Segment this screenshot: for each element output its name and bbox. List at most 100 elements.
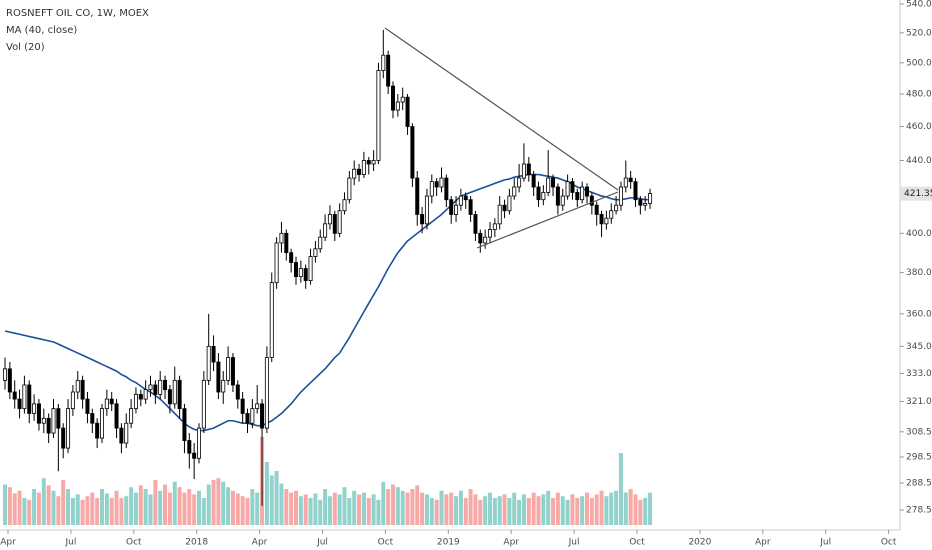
candle-body — [415, 177, 420, 215]
volume-bar — [633, 494, 638, 525]
candle-body — [347, 177, 352, 201]
ma-pane — [4, 173, 651, 432]
volume-bar — [41, 478, 46, 525]
candle-body — [395, 101, 400, 111]
candle-body — [133, 393, 138, 410]
x-tick-label: Apr — [755, 538, 771, 548]
candle-body — [41, 417, 46, 424]
volume-bar — [638, 499, 643, 525]
candle-body — [381, 54, 386, 71]
volume-bar — [80, 499, 85, 525]
x-tick-label: Jul — [568, 538, 580, 548]
volume-bar — [124, 496, 129, 525]
candle-body — [211, 345, 216, 363]
x-tick-label: Oct — [881, 538, 897, 548]
x-tick-label: Oct — [126, 538, 142, 548]
candle-body — [284, 232, 289, 254]
candle-body — [22, 384, 27, 410]
candle-body — [32, 403, 37, 414]
candle-body — [546, 177, 551, 193]
volume-bar — [342, 487, 347, 525]
volume-bar — [560, 496, 565, 525]
volume-bar — [148, 494, 153, 525]
candle-body — [158, 379, 163, 395]
volume-bar — [458, 490, 463, 525]
candle-body — [531, 174, 536, 188]
candle-body — [628, 177, 633, 183]
candle-body — [216, 361, 221, 393]
volume-bar — [517, 499, 522, 525]
ma-line — [4, 173, 651, 432]
volume-bar — [381, 481, 386, 525]
candle-body — [405, 96, 410, 127]
volume-bar — [163, 484, 168, 525]
candle-body — [614, 204, 619, 212]
volume-bar — [133, 492, 138, 525]
volume-bar — [376, 499, 381, 525]
volume-bar — [604, 496, 609, 525]
volume-bar — [51, 490, 56, 525]
volume-bar — [95, 498, 100, 525]
volume-bar — [429, 498, 434, 525]
volume-bar — [400, 490, 405, 525]
volume-bar — [420, 492, 425, 525]
last-price-box — [901, 186, 932, 201]
candle-body — [361, 160, 366, 175]
volume-bar — [643, 498, 648, 525]
candle-body — [289, 252, 294, 263]
candle-body — [580, 186, 585, 201]
candle-body — [56, 408, 61, 429]
volume-bar — [327, 496, 332, 525]
candle-body — [66, 408, 71, 449]
candle-body — [192, 452, 197, 459]
x-tick-label: Apr — [252, 538, 268, 548]
candle-body — [585, 186, 590, 197]
candle-body — [36, 403, 41, 424]
volume-bar — [56, 496, 61, 525]
volume-bar — [90, 492, 95, 525]
candle-body — [138, 393, 143, 400]
candle-body — [337, 210, 342, 234]
candle-body — [599, 214, 604, 225]
volume-bar — [298, 496, 303, 525]
candle-body — [541, 192, 546, 201]
candle-body — [75, 379, 80, 393]
x-tick-label: 2018 — [185, 538, 208, 548]
volume-bar — [138, 485, 143, 525]
indicator-label: MA (40, close) — [6, 25, 77, 36]
candle-body — [410, 126, 415, 179]
volume-bar — [507, 498, 512, 525]
volume-bar — [410, 489, 415, 525]
volume-bar — [492, 498, 497, 525]
volume-bar — [424, 494, 429, 525]
candle-body — [400, 96, 405, 103]
candle-body — [129, 408, 134, 424]
candle-body — [250, 408, 255, 424]
candle-body — [298, 268, 303, 277]
volume-bar — [565, 499, 570, 525]
volume-bar — [3, 484, 7, 525]
volume-bar — [22, 498, 27, 525]
candle-body — [167, 389, 172, 405]
candle-body — [357, 168, 362, 175]
volume-bar — [318, 499, 323, 525]
x-tick-label: Jul — [64, 538, 76, 548]
volume-bar — [201, 498, 206, 525]
volume-bar — [119, 498, 124, 525]
candle-body — [187, 440, 192, 454]
volume-bar — [255, 492, 260, 525]
candle-body — [575, 192, 580, 201]
volume-bar — [216, 478, 221, 525]
volume-bar — [444, 494, 449, 525]
volume-bar — [352, 490, 357, 525]
candle-body — [46, 417, 51, 434]
volume-bar — [614, 490, 619, 525]
volume-bar — [439, 490, 444, 525]
candle-body — [279, 232, 284, 244]
volume-bar — [323, 489, 328, 525]
candle-body — [551, 177, 556, 188]
candle-body — [483, 236, 488, 244]
volume-bar — [158, 490, 163, 525]
